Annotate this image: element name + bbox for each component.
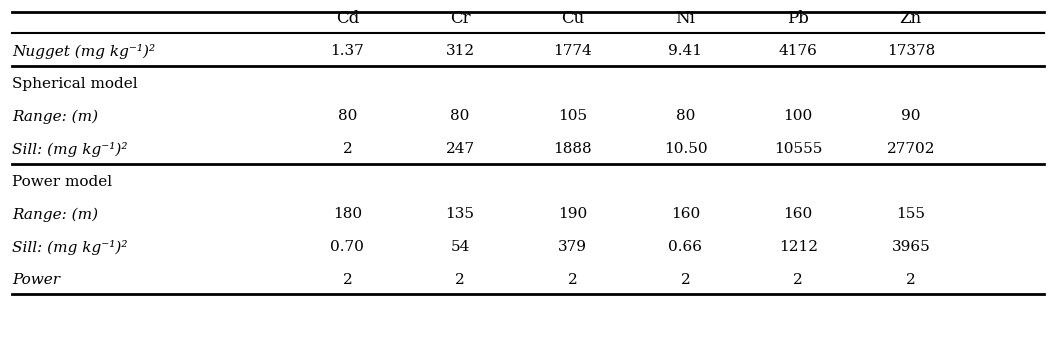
- Text: Cr: Cr: [450, 10, 470, 27]
- Text: 2: 2: [568, 273, 578, 287]
- Text: 80: 80: [338, 110, 357, 124]
- Text: 0.70: 0.70: [331, 240, 364, 254]
- Text: 105: 105: [559, 110, 587, 124]
- Text: Range: (m): Range: (m): [12, 109, 98, 124]
- Text: 2: 2: [906, 273, 916, 287]
- Text: 10.50: 10.50: [663, 142, 708, 156]
- Text: 2: 2: [455, 273, 465, 287]
- Text: Power: Power: [12, 273, 60, 287]
- Text: 135: 135: [446, 207, 474, 222]
- Text: 3965: 3965: [891, 240, 930, 254]
- Text: 247: 247: [446, 142, 474, 156]
- Text: 2: 2: [793, 273, 803, 287]
- Text: 9.41: 9.41: [668, 44, 702, 58]
- Text: 160: 160: [784, 207, 813, 222]
- Text: 155: 155: [897, 207, 925, 222]
- Text: 27702: 27702: [887, 142, 936, 156]
- Text: Cu: Cu: [561, 10, 584, 27]
- Text: Nugget (mg kg⁻¹)²: Nugget (mg kg⁻¹)²: [12, 44, 155, 59]
- Text: 4176: 4176: [778, 44, 817, 58]
- Text: 190: 190: [559, 207, 587, 222]
- Text: 17378: 17378: [887, 44, 935, 58]
- Text: Ni: Ni: [676, 10, 696, 27]
- Text: 90: 90: [901, 110, 921, 124]
- Text: 312: 312: [446, 44, 474, 58]
- Text: Spherical model: Spherical model: [12, 77, 137, 91]
- Text: 2: 2: [342, 142, 353, 156]
- Text: 180: 180: [333, 207, 362, 222]
- Text: 80: 80: [676, 110, 695, 124]
- Text: 2: 2: [342, 273, 353, 287]
- Text: 1888: 1888: [553, 142, 592, 156]
- Text: Sill: (mg kg⁻¹)²: Sill: (mg kg⁻¹)²: [12, 142, 128, 156]
- Text: 1.37: 1.37: [331, 44, 364, 58]
- Text: Range: (m): Range: (m): [12, 207, 98, 222]
- Text: Cd: Cd: [336, 10, 359, 27]
- Text: 80: 80: [450, 110, 470, 124]
- Text: 54: 54: [450, 240, 470, 254]
- Text: Power model: Power model: [12, 175, 112, 189]
- Text: Sill: (mg kg⁻¹)²: Sill: (mg kg⁻¹)²: [12, 239, 128, 254]
- Text: 100: 100: [784, 110, 813, 124]
- Text: 160: 160: [671, 207, 700, 222]
- Text: 2: 2: [680, 273, 691, 287]
- Text: Pb: Pb: [787, 10, 809, 27]
- Text: 1212: 1212: [778, 240, 817, 254]
- Text: 0.66: 0.66: [668, 240, 702, 254]
- Text: 1774: 1774: [553, 44, 592, 58]
- Text: 379: 379: [559, 240, 587, 254]
- Text: Zn: Zn: [900, 10, 922, 27]
- Text: 10555: 10555: [774, 142, 823, 156]
